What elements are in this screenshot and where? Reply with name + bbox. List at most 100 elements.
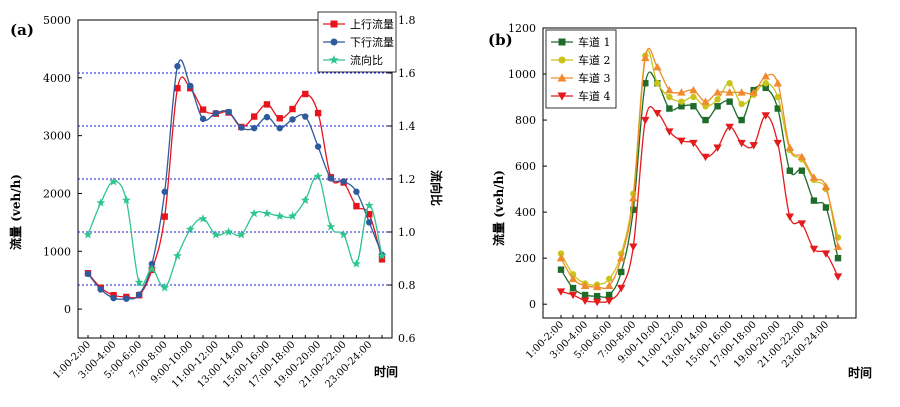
- a-ytick-label-2: 2000: [43, 187, 71, 200]
- a-series-2-point-1: [96, 198, 106, 207]
- b-series-2-point-3: [592, 282, 602, 291]
- chart-a-panel-label: (a): [10, 21, 34, 39]
- b-series-1-point-11: [690, 93, 697, 101]
- a-legend-marker-0: [330, 20, 338, 28]
- a-series-2-point-21: [352, 259, 361, 268]
- b-legend-box: [545, 29, 617, 109]
- a-series-0-point-18: [314, 109, 322, 117]
- b-series-0-point-4: [605, 291, 613, 299]
- b-ytick-label-1: 200: [515, 252, 536, 265]
- a-ytick-label-0: 0: [64, 303, 71, 316]
- b-ytick-label-4: 800: [515, 114, 536, 127]
- b-series-3-point-1: [568, 291, 578, 300]
- a-series-1-point-14: [263, 113, 271, 121]
- a-series-2-point-10: [211, 230, 221, 239]
- a-series-1-point-13: [250, 124, 258, 132]
- a-legend-marker-1: [330, 38, 338, 46]
- a-series-1-point-1: [97, 286, 104, 293]
- b-series-2-point-1: [568, 274, 578, 283]
- a-series-0-point-21: [353, 202, 360, 210]
- b-series-1-point-8: [654, 80, 661, 87]
- b-series-0-point-10: [678, 103, 685, 110]
- a-series-0-point-23: [378, 256, 386, 263]
- chart-a-y2label: 流向比: [429, 170, 444, 206]
- b-ytick-label-0: 0: [529, 298, 536, 311]
- a-series-0-point-6: [161, 213, 168, 220]
- a-ytick-label-1: 1000: [43, 245, 71, 258]
- b-series-3-point-23: [833, 273, 843, 281]
- b-series-0-point-12: [702, 116, 709, 124]
- chart-a-xlabel: 时间: [374, 364, 398, 379]
- a-legend-marker-2: [329, 55, 339, 64]
- a-series-2-point-19: [326, 222, 336, 231]
- b-series-3-point-22: [821, 250, 831, 258]
- a-series-1-point-7: [174, 63, 181, 70]
- b-legend-marker-2: [557, 73, 567, 82]
- b-series-1-point-15: [738, 100, 745, 108]
- a-y2tick-label-6: 1.8: [398, 14, 416, 27]
- a-series-1-point-15: [276, 124, 283, 132]
- a-legend-label-2: 流向比: [350, 53, 383, 67]
- chart-b-panel-label: (b): [488, 31, 513, 49]
- b-series-0-point-20: [798, 167, 806, 174]
- a-series-0-point-14: [263, 101, 271, 108]
- a-series-1-point-4: [135, 291, 143, 298]
- b-legend-label-2: 车道 3: [578, 71, 611, 85]
- b-ytick-label-3: 600: [515, 160, 536, 173]
- a-series-0-line: [87, 76, 383, 299]
- b-series-3-point-14: [725, 123, 734, 132]
- b-series-0-point-23: [834, 254, 842, 262]
- a-series-2-point-0: [83, 230, 93, 239]
- b-series-1-point-10: [678, 98, 685, 105]
- b-series-2-point-16: [749, 88, 758, 96]
- a-y2tick-label-4: 1.4: [398, 120, 416, 133]
- b-series-3-point-20: [797, 220, 807, 228]
- b-series-3-point-5: [617, 284, 626, 293]
- b-series-3-point-9: [665, 128, 674, 136]
- b-legend-label-3: 车道 4: [578, 89, 611, 103]
- b-series-3-point-21: [809, 245, 819, 254]
- a-series-1-point-6: [161, 188, 168, 195]
- b-series-1-point-17: [762, 80, 769, 87]
- b-series-3-point-2: [580, 297, 590, 305]
- b-ytick-label-5: 1000: [508, 68, 536, 81]
- b-series-3-point-10: [677, 137, 686, 145]
- b-series-2-point-22: [821, 182, 831, 191]
- a-series-1-point-8: [187, 82, 194, 90]
- a-series-2-point-14: [262, 208, 272, 218]
- a-y2tick-label-1: 0.8: [398, 279, 416, 292]
- a-series-2-point-4: [134, 277, 144, 287]
- b-series-1-point-18: [774, 93, 781, 101]
- chart-b-xlabel: 时间: [848, 365, 872, 380]
- chart-b-plot-frame: [542, 27, 857, 319]
- chart-a-x-axis: 1:00-2:003:00-4:005:00-6:007:00-8:009:00…: [51, 335, 383, 390]
- a-series-2-point-9: [198, 214, 208, 223]
- a-series-1-point-5: [148, 260, 156, 268]
- a-series-1-point-16: [289, 116, 296, 123]
- b-series-3-point-6: [629, 243, 638, 251]
- b-series-3-point-19: [785, 213, 795, 221]
- b-series-2-point-2: [580, 281, 590, 289]
- a-series-1-point-18: [314, 143, 322, 150]
- a-legend-label-0: 上行流量: [350, 17, 394, 31]
- b-series-0-point-21: [810, 197, 818, 204]
- b-series-2-point-8: [653, 62, 662, 71]
- a-series-0-point-16: [289, 105, 296, 113]
- b-series-0-point-18: [774, 105, 781, 112]
- chart-b-y-axis: 0 200 400 600 800 1000 1200: [508, 22, 547, 311]
- a-series-0-point-7: [174, 85, 181, 92]
- b-legend-marker-3: [557, 92, 567, 101]
- a-series-1-point-19: [327, 175, 335, 182]
- a-ytick-label-5: 5000: [43, 14, 71, 27]
- a-series-2-point-5: [147, 264, 157, 273]
- b-series-2-point-18: [773, 79, 782, 87]
- a-series-2-point-11: [224, 227, 234, 236]
- b-series-3-point-0: [556, 288, 566, 296]
- b-ytick-label-6: 1200: [508, 22, 536, 35]
- b-series-0-point-17: [762, 84, 769, 92]
- b-series-0-point-14: [726, 98, 733, 105]
- b-series-3-point-15: [737, 139, 746, 148]
- b-series-3-point-8: [653, 109, 662, 118]
